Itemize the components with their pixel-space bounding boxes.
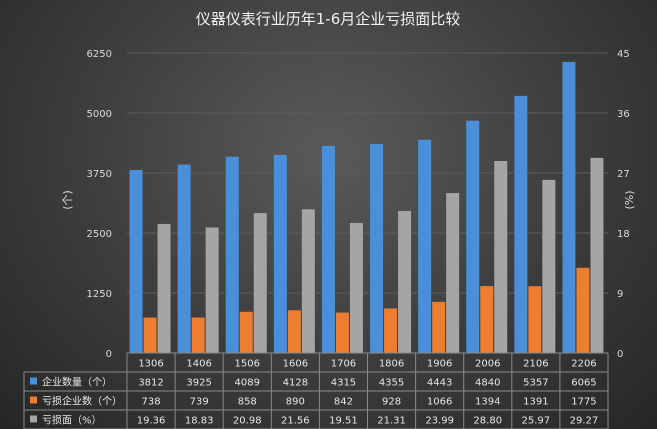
y-right-tick-label: 45 [617, 49, 630, 60]
bar-1 [466, 120, 480, 354]
bar-3 [349, 222, 363, 353]
data-label: 23.99 [425, 416, 454, 427]
bar-3 [253, 213, 267, 353]
bar-2 [287, 310, 301, 353]
bar-3 [590, 157, 604, 353]
legend-marker-3 [30, 415, 37, 423]
legend-label-3: 亏损面（%） [42, 414, 102, 427]
data-label: 20.98 [233, 416, 262, 427]
bar-2 [191, 317, 205, 353]
data-label: 890 [286, 397, 305, 408]
bar-2 [143, 317, 157, 353]
bar-2 [384, 308, 398, 353]
legend-marker-2 [30, 396, 37, 404]
bar-1 [514, 95, 528, 353]
bar-2 [432, 301, 446, 353]
bar-3 [446, 193, 460, 353]
data-label: 738 [142, 397, 161, 408]
bar-3 [542, 179, 556, 353]
bar-1 [418, 139, 432, 353]
legend-label-2: 亏损企业数（个） [42, 395, 122, 408]
data-label: 4089 [235, 378, 260, 389]
data-label: 25.97 [522, 416, 551, 427]
legend-marker-1 [30, 377, 37, 385]
bar-2 [239, 311, 253, 353]
bar-2 [576, 267, 590, 353]
y-left-tick-label: 1250 [87, 289, 112, 300]
data-label: 3925 [186, 378, 211, 389]
x-category-label: 2006 [475, 359, 500, 370]
data-label: 21.56 [281, 416, 310, 427]
data-label: 3812 [138, 378, 163, 389]
y-right-tick-label: 36 [617, 109, 630, 120]
data-label: 29.27 [570, 416, 599, 427]
bar-3 [398, 210, 412, 353]
y-right-tick-label: 9 [617, 289, 623, 300]
y-left-tick-label: 6250 [87, 49, 112, 60]
x-category-label: 1906 [427, 359, 452, 370]
data-label: 4840 [475, 378, 500, 389]
x-category-label: 1306 [138, 359, 163, 370]
data-label: 1391 [523, 397, 548, 408]
bar-3 [494, 161, 508, 353]
data-label: 842 [334, 397, 353, 408]
bar-3 [301, 209, 315, 353]
chart-title: 仪器仪表行业历年1-6月企业亏损面比较 [196, 10, 461, 28]
bar-2 [335, 312, 349, 353]
data-label: 1775 [571, 397, 596, 408]
bar-3 [205, 227, 219, 353]
bar-3 [157, 223, 171, 353]
x-category-label: 1606 [283, 359, 308, 370]
data-label: 19.36 [137, 416, 166, 427]
bar-1 [129, 170, 143, 353]
data-label: 19.51 [329, 416, 358, 427]
x-category-label: 2106 [523, 359, 548, 370]
y-left-tick-label: 3750 [87, 169, 112, 180]
data-label: 1394 [475, 397, 500, 408]
bar-1 [321, 145, 335, 353]
data-label: 5357 [523, 378, 548, 389]
gridlines [127, 52, 608, 294]
bar-2 [528, 286, 542, 353]
y-left-tick-label: 5000 [87, 109, 112, 120]
data-label: 858 [238, 397, 257, 408]
x-category-label: 2206 [571, 359, 596, 370]
data-label: 928 [382, 397, 401, 408]
data-label: 4355 [379, 378, 404, 389]
data-label: 18.83 [185, 416, 214, 427]
y-left-tick-label: 0 [106, 349, 112, 360]
y-axis-left-label: (个) [61, 190, 74, 210]
data-label: 4443 [427, 378, 452, 389]
y-left-tick-label: 2500 [87, 229, 112, 240]
data-label: 6065 [571, 378, 596, 389]
bars [129, 61, 604, 354]
bar-2 [480, 286, 494, 353]
x-category-label: 1806 [379, 359, 404, 370]
data-label: 4315 [331, 378, 356, 389]
data-label: 21.31 [377, 416, 406, 427]
y-right-tick-label: 27 [617, 169, 630, 180]
data-label: 739 [190, 397, 209, 408]
legend-label-1: 企业数量（个） [42, 376, 112, 389]
data-label: 1066 [427, 397, 452, 408]
bar-1 [370, 143, 384, 353]
bar-1 [273, 154, 287, 353]
x-category-label: 1506 [235, 359, 260, 370]
x-category-label: 1406 [186, 359, 211, 370]
y-right-tick-label: 0 [617, 349, 623, 360]
axes: 0 1250 2500 3750 5000 6250 0 9 18 27 36 45 [87, 49, 630, 360]
y-right-tick-label: 18 [617, 229, 630, 240]
data-label: 4128 [283, 378, 308, 389]
y-axis-right-label: (%) [623, 190, 636, 209]
bar-1 [177, 164, 191, 353]
bar-1 [225, 156, 239, 353]
bar-1 [562, 61, 576, 353]
data-table: 1306 1406 1506 1606 1706 1806 1906 2006 2106 2206… [23, 352, 609, 429]
x-category-label: 1706 [331, 359, 356, 370]
data-label: 28.80 [473, 416, 502, 427]
